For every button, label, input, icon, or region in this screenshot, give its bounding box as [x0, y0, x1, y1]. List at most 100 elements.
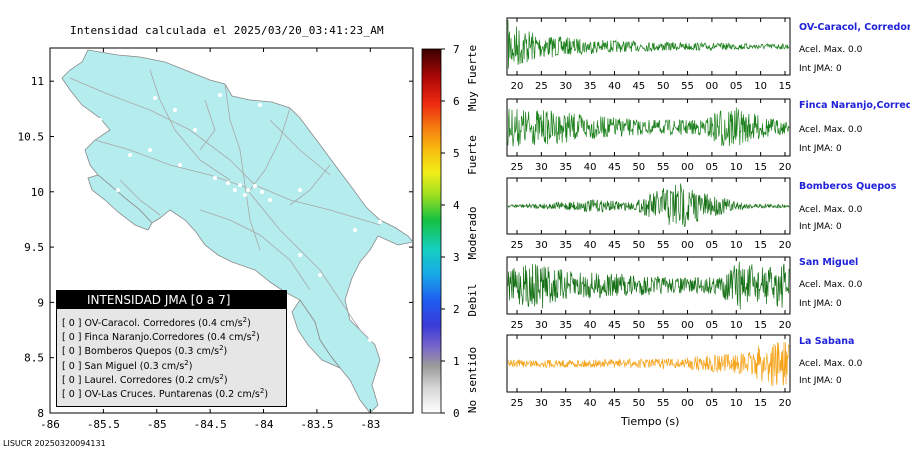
waveform-x-tick-label: 25 [511, 398, 524, 409]
legend-row-close: ) [223, 346, 228, 358]
map-x-tick-label: -84 [254, 418, 274, 431]
waveform-x-tick-label: 40 [584, 398, 597, 409]
waveform-trace [507, 107, 790, 147]
waveform-x-tick-label: 30 [535, 320, 548, 331]
legend-row-close: ) [223, 374, 228, 386]
map-y-tick-label: 8 [37, 407, 44, 420]
colorbar-ticks: 0 1 2 3 4 5 6 7 [441, 43, 460, 420]
waveform-panel: 25 30 35 40 45 50 55 00 05 10 15 20 [506, 256, 791, 331]
legend-rows: [ 0 ] OV-Caracol. Corredores (0.4 cm/s2)… [57, 313, 286, 401]
colorbar-tick-label: 1 [453, 355, 460, 368]
osa-peninsula [291, 299, 341, 369]
station-jma: Int JMA: 0 [799, 144, 842, 154]
map-x-tick-label: -86 [40, 418, 60, 431]
waveform-x-label: Tiempo (s) [621, 415, 680, 428]
waveform-trace [507, 342, 790, 387]
legend-row-level: [ 0 ] [62, 360, 82, 372]
waveform-x-tick-label: 30 [535, 398, 548, 409]
map-y-tick-label: 8.5 [24, 352, 44, 365]
legend-row: [ 0 ] OV-Las Cruces. Puntarenas (0.2 cm/… [57, 384, 286, 401]
legend-row-exponent: 2 [219, 344, 224, 353]
waveform-x-tick-label: 05 [706, 320, 719, 331]
legend-row-close: ) [247, 318, 251, 330]
map-y-tick-label: 9 [37, 296, 44, 309]
nicoya-peninsula [87, 174, 153, 231]
map-x-tick-label: -85 [147, 418, 167, 431]
waveform-x-tick-label: 45 [608, 398, 621, 409]
colorbar-tick-label: 5 [453, 147, 460, 160]
legend-row-level: [ 0 ] [62, 346, 82, 358]
waveform-x-tick-label: 20 [779, 162, 792, 173]
waveform-x-tick-label: 30 [535, 240, 548, 251]
colorbar-fill [421, 48, 442, 414]
waveform-x-tick-label: 35 [559, 162, 572, 173]
station-dots [98, 93, 382, 342]
waveform-x-tick-label: 25 [535, 81, 548, 92]
legend-row-level: [ 0 ] [62, 332, 82, 344]
waveform-x-tick-label: 10 [730, 240, 743, 251]
waveform-x-tick-label: 10 [730, 398, 743, 409]
map-x-tick-label: -85.5 [87, 418, 120, 431]
waveform-trace [507, 183, 790, 227]
map-y-tick-label: 11 [31, 75, 44, 88]
waveform-trace [507, 19, 790, 69]
waveform-x-tick-label: 45 [608, 240, 621, 251]
waveform-x-tick-label: 05 [730, 81, 743, 92]
legend-row-exponent: 2 [184, 358, 189, 367]
waveform-x-tick-label: 55 [681, 81, 694, 92]
station-name: La Sabana [799, 336, 855, 347]
waveform-x-tick-label: 40 [584, 240, 597, 251]
station-acel: Acel. Max. 0.0 [799, 125, 863, 135]
waveform-x-tick-label: 25 [511, 240, 524, 251]
waveform-x-tick-label: 05 [706, 162, 719, 173]
legend-row: [ 0 ] Finca Naranjo.Corredores (0.4 cm/s… [57, 327, 286, 344]
station-jma: Int JMA: 0 [799, 64, 842, 74]
waveform-x-tick-label: 15 [754, 240, 767, 251]
legend-row: [ 0 ] Laurel. Corredores (0.2 cm/s2) [57, 370, 286, 386]
waveform-x-tick-label: 55 [657, 398, 670, 409]
waveform-x-tick-label: 20 [779, 398, 792, 409]
legend-row-text: San Miguel (0.3 cm/s [81, 360, 185, 372]
legend-row-exponent: 2 [242, 316, 248, 324]
colorbar-tick-label: 4 [453, 199, 460, 212]
waveform-x-tick-label: 00 [681, 398, 694, 409]
colorbar-tick-label: 0 [453, 407, 460, 420]
footer-id: LISUCR 20250320094131 [3, 439, 106, 448]
legend-row-level: [ 0 ] [62, 318, 82, 330]
station-acel: Acel. Max. 0.0 [799, 205, 863, 215]
station-jma: Int JMA: 0 [799, 222, 842, 232]
waveform-x-tick-label: 20 [779, 240, 792, 251]
colorbar-category-label: Debil [466, 283, 479, 316]
waveform-x-tick-label: 00 [706, 81, 719, 92]
waveform-x-tick-label: 05 [706, 398, 719, 409]
waveform-x-tick-label: 25 [511, 162, 524, 173]
waveform-x-tick-label: 50 [657, 81, 670, 92]
legend-row-level: [ 0 ] [62, 389, 82, 401]
station-name: Bomberos Quepos [799, 181, 897, 192]
waveform-x-tick-label: 45 [608, 320, 621, 331]
waveform-x-tick-label: 45 [608, 162, 621, 173]
legend-title: INTENSIDAD JMA [0 a 7] [57, 291, 286, 309]
legend-row: [ 0 ] San Miguel (0.3 cm/s2) [57, 356, 286, 372]
legend-row-close: ) [264, 389, 269, 401]
legend-row-exponent: 2 [219, 372, 224, 381]
legend-row-close: ) [256, 332, 260, 344]
map-y-tick-label: 10.5 [18, 130, 45, 143]
colorbar-tick-label: 6 [453, 95, 460, 108]
legend-row-text: OV-Las Cruces. Puntarenas (0.2 cm/s [81, 389, 260, 401]
waveform-x-tick-label: 50 [632, 240, 645, 251]
waveform-x-tick-label: 05 [706, 240, 719, 251]
map-y-tick-label: 10 [31, 186, 44, 199]
waveform-x-tick-label: 50 [632, 320, 645, 331]
map-x-tick-label: -83.5 [300, 418, 333, 431]
colorbar-tick-label: 7 [453, 43, 460, 56]
legend-row-exponent: 2 [251, 330, 257, 339]
waveform-x-tick-label: 55 [657, 240, 670, 251]
waveform-x-tick-label: 00 [681, 162, 694, 173]
waveform-x-tick-label: 15 [754, 320, 767, 331]
map-title: Intensidad calculada el 2025/03/20_03:41… [70, 24, 384, 37]
waveform-x-tick-label: 40 [608, 81, 621, 92]
waveform-panel: 20 25 30 35 40 45 50 55 00 05 10 15 [506, 17, 791, 92]
station-jma: Int JMA: 0 [799, 376, 842, 386]
